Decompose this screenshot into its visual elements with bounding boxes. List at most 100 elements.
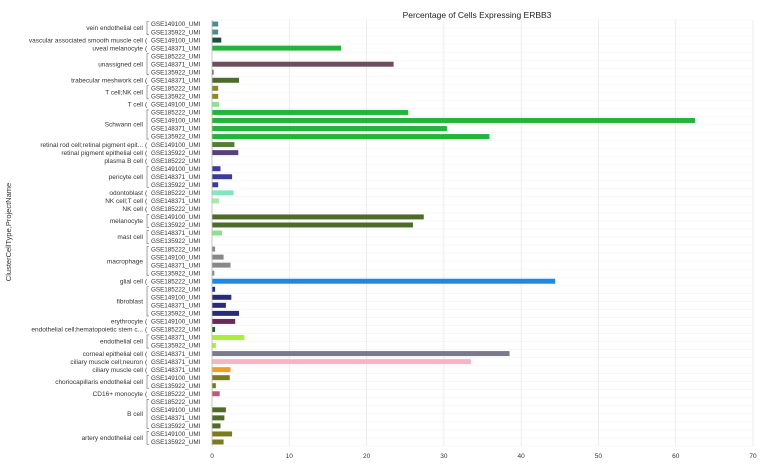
bar[interactable] <box>212 21 219 27</box>
bar[interactable] <box>212 407 226 413</box>
bar[interactable] <box>212 134 490 140</box>
group-paren: ( <box>145 77 148 84</box>
project-label: GSE148371_UMI <box>151 351 201 358</box>
category-label: uveal melanocyte <box>92 45 143 52</box>
bar[interactable] <box>212 294 232 300</box>
category-label: erythrocyte <box>111 319 144 326</box>
bar[interactable] <box>212 117 696 123</box>
project-label: GSE149100_UMI <box>151 37 201 44</box>
bar[interactable] <box>212 302 226 308</box>
bar[interactable] <box>212 262 231 268</box>
bar[interactable] <box>212 310 240 316</box>
bar[interactable] <box>212 109 409 115</box>
category-label: glial cell <box>120 278 144 285</box>
group-bracket <box>146 109 149 140</box>
bar[interactable] <box>212 166 221 172</box>
category-label: choriocapillaris endothelial cell <box>55 379 143 386</box>
project-label: GSE185222_UMI <box>151 53 201 60</box>
category-label: NK cell;T cell <box>105 198 143 205</box>
category-label: B cell <box>127 411 143 418</box>
bar[interactable] <box>212 383 216 389</box>
bar[interactable] <box>212 182 219 188</box>
bar[interactable] <box>212 230 223 236</box>
project-label: GSE149100_UMI <box>151 375 201 382</box>
category-label: ciliary muscle cell <box>92 367 143 374</box>
bar[interactable] <box>212 198 219 204</box>
bar[interactable] <box>212 326 216 332</box>
bar[interactable] <box>212 222 413 228</box>
group-paren: ( <box>145 190 148 197</box>
bar[interactable] <box>212 343 216 349</box>
bar[interactable] <box>212 126 447 132</box>
project-label: GSE149100_UMI <box>151 102 201 109</box>
bar[interactable] <box>212 334 245 340</box>
project-label: GSE148371_UMI <box>151 45 201 52</box>
bar[interactable] <box>212 431 233 437</box>
category-label: endothelial cell <box>100 339 144 346</box>
category-label: endothelial cell;hematopoietic stem c... <box>31 327 143 334</box>
group-bracket <box>146 246 149 277</box>
group-paren: ( <box>145 327 148 334</box>
project-label: GSE185222_UMI <box>151 190 201 197</box>
bar[interactable] <box>212 77 240 83</box>
project-label: GSE135922_UMI <box>151 270 201 277</box>
bar[interactable] <box>212 375 230 381</box>
category-label: unassigned cell <box>98 61 143 68</box>
category-label: vein endothelial cell <box>86 25 143 32</box>
project-label: GSE149100_UMI <box>151 118 201 125</box>
bar[interactable] <box>212 69 214 75</box>
bar[interactable] <box>212 61 394 67</box>
bar[interactable] <box>212 29 219 35</box>
bar[interactable] <box>212 367 231 373</box>
bar[interactable] <box>212 85 219 91</box>
project-label: GSE149100_UMI <box>151 254 201 261</box>
group-paren: ( <box>145 367 148 374</box>
bar[interactable] <box>212 190 234 196</box>
group-paren: ( <box>145 150 148 157</box>
bar[interactable] <box>212 214 424 220</box>
project-label: GSE185222_UMI <box>151 206 201 213</box>
project-label: GSE149100_UMI <box>151 166 201 173</box>
bar[interactable] <box>212 415 225 421</box>
bar[interactable] <box>212 142 235 148</box>
group-bracket <box>146 374 149 389</box>
bar[interactable] <box>212 45 342 51</box>
project-label: GSE135922_UMI <box>151 343 201 350</box>
group-paren: ( <box>145 391 148 398</box>
project-label: GSE148371_UMI <box>151 415 201 422</box>
category-label: retinal pigment epithelial cell <box>61 150 143 157</box>
group-paren: ( <box>145 158 148 165</box>
x-tick-label: 10 <box>286 453 294 460</box>
group-bracket <box>146 214 149 228</box>
bar[interactable] <box>212 286 216 292</box>
bar[interactable] <box>212 174 233 180</box>
project-label: GSE149100_UMI <box>151 214 201 221</box>
bar[interactable] <box>212 246 216 252</box>
bar[interactable] <box>212 37 222 43</box>
bar[interactable] <box>212 439 224 445</box>
bar[interactable] <box>212 254 224 260</box>
bar[interactable] <box>212 150 239 156</box>
group-bracket <box>146 398 149 429</box>
x-axis-ticks: 0 10 20 30 40 50 60 70 <box>210 453 757 460</box>
category-label: artery endothelial cell <box>82 435 144 442</box>
bar[interactable] <box>212 351 510 357</box>
group-bracket <box>146 286 149 317</box>
project-label: GSE185222_UMI <box>151 278 201 285</box>
bar[interactable] <box>212 318 236 324</box>
project-label: GSE135922_UMI <box>151 383 201 390</box>
category-label: trabecular meshwork cell <box>71 77 143 84</box>
bar[interactable] <box>212 278 556 284</box>
bar[interactable] <box>212 359 471 365</box>
bar[interactable] <box>212 391 220 397</box>
bar[interactable] <box>212 270 215 276</box>
category-label: macrophage <box>107 258 144 265</box>
group-paren: ( <box>145 206 148 213</box>
x-tick-label: 40 <box>518 453 526 460</box>
bar[interactable] <box>212 101 219 107</box>
category-label: odontoblast <box>109 190 143 197</box>
bar[interactable] <box>212 423 221 429</box>
bar[interactable] <box>212 93 219 99</box>
category-label: CD16+ monocyte <box>93 391 144 398</box>
project-label: GSE149100_UMI <box>151 21 201 28</box>
